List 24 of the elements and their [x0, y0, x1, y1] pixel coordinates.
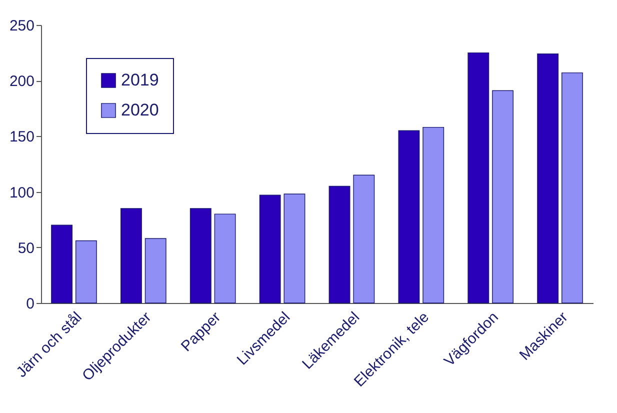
bar [492, 90, 514, 304]
bar [537, 54, 559, 304]
bar [214, 214, 236, 304]
bar [398, 130, 420, 304]
bar [468, 52, 490, 304]
y-tick-label: 250 [9, 18, 34, 34]
bar [144, 238, 166, 304]
bar [190, 208, 212, 304]
bar [562, 72, 583, 304]
legend-label: 2020 [121, 100, 159, 120]
y-tick-label: 50 [18, 240, 34, 257]
bar [51, 224, 72, 304]
bar [259, 194, 281, 304]
bar [284, 194, 306, 304]
bar [75, 240, 97, 304]
y-tick-label: 100 [9, 184, 34, 202]
y-tick-label: 0 [26, 296, 34, 312]
bar [120, 208, 142, 304]
bar [328, 186, 350, 304]
legend-label: 2019 [121, 70, 159, 90]
y-tick-label: 150 [9, 128, 34, 146]
y-tick-label: 200 [9, 73, 34, 90]
bar [353, 174, 375, 304]
bar [422, 126, 444, 304]
